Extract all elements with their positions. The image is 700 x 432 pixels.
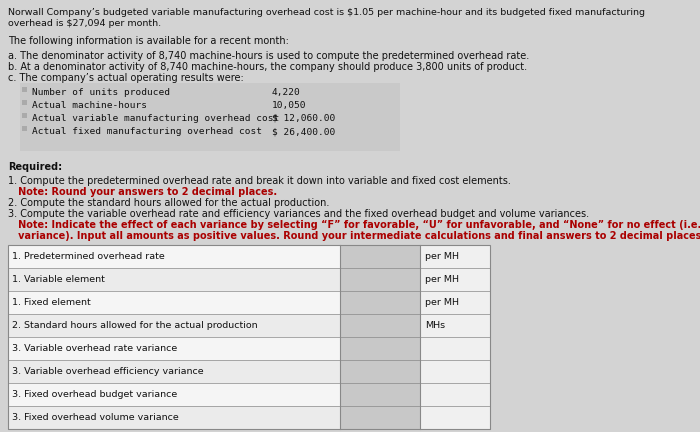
Text: Note: Round your answers to 2 decimal places.: Note: Round your answers to 2 decimal pl… (8, 187, 277, 197)
Text: Note: Indicate the effect of each variance by selecting “F” for favorable, “U” f: Note: Indicate the effect of each varian… (8, 220, 700, 230)
Bar (420, 383, 490, 406)
Bar (8, 268, 490, 291)
Bar (340, 314, 420, 337)
Bar (420, 406, 490, 429)
Bar (22, 87, 27, 92)
Text: b. At a denominator activity of 8,740 machine-hours, the company should produce : b. At a denominator activity of 8,740 ma… (8, 62, 527, 72)
Bar (8, 337, 490, 360)
Bar (420, 268, 490, 291)
Text: Required:: Required: (8, 162, 62, 172)
Bar (8, 360, 490, 383)
Text: 3. Fixed overhead volume variance: 3. Fixed overhead volume variance (12, 413, 178, 422)
Text: The following information is available for a recent month:: The following information is available f… (8, 36, 289, 46)
Text: $ 12,060.00: $ 12,060.00 (272, 114, 335, 123)
Text: 10,050: 10,050 (272, 101, 307, 110)
Bar (22, 126, 27, 131)
Bar (8, 291, 490, 314)
Bar (20, 83, 400, 151)
Bar (8, 383, 490, 406)
Text: 1. Variable element: 1. Variable element (12, 275, 105, 284)
Bar (420, 314, 490, 337)
Bar (22, 113, 27, 118)
Text: 2. Compute the standard hours allowed for the actual production.: 2. Compute the standard hours allowed fo… (8, 198, 330, 208)
Text: 2. Standard hours allowed for the actual production: 2. Standard hours allowed for the actual… (12, 321, 258, 330)
Bar (8, 245, 490, 268)
Text: $ 26,400.00: $ 26,400.00 (272, 127, 335, 136)
Bar (8, 406, 490, 429)
Bar (420, 360, 490, 383)
Bar (8, 245, 490, 429)
Text: 1. Fixed element: 1. Fixed element (12, 298, 91, 307)
Text: 3. Fixed overhead budget variance: 3. Fixed overhead budget variance (12, 390, 177, 399)
Text: 3. Compute the variable overhead rate and efficiency variances and the fixed ove: 3. Compute the variable overhead rate an… (8, 209, 589, 219)
Bar (340, 360, 420, 383)
Text: Number of units produced: Number of units produced (32, 88, 170, 97)
Text: 1. Compute the predetermined overhead rate and break it down into variable and f: 1. Compute the predetermined overhead ra… (8, 176, 511, 186)
Bar (340, 245, 420, 268)
Text: per MH: per MH (425, 275, 459, 284)
Bar (420, 245, 490, 268)
Bar (340, 406, 420, 429)
Text: variance). Input all amounts as positive values. Round your intermediate calcula: variance). Input all amounts as positive… (8, 231, 700, 241)
Bar (340, 268, 420, 291)
Text: 1. Predetermined overhead rate: 1. Predetermined overhead rate (12, 252, 164, 261)
Text: 3. Variable overhead efficiency variance: 3. Variable overhead efficiency variance (12, 367, 204, 376)
Text: overhead is $27,094 per month.: overhead is $27,094 per month. (8, 19, 161, 28)
Bar (22, 100, 27, 105)
Bar (8, 314, 490, 337)
Text: per MH: per MH (425, 252, 459, 261)
Text: Norwall Company’s budgeted variable manufacturing overhead cost is $1.05 per mac: Norwall Company’s budgeted variable manu… (8, 8, 645, 17)
Text: Actual variable manufacturing overhead cost: Actual variable manufacturing overhead c… (32, 114, 279, 123)
Bar (340, 291, 420, 314)
Text: Actual fixed manufacturing overhead cost: Actual fixed manufacturing overhead cost (32, 127, 262, 136)
Bar (420, 337, 490, 360)
Bar (340, 383, 420, 406)
Text: per MH: per MH (425, 298, 459, 307)
Text: a. The denominator activity of 8,740 machine-hours is used to compute the predet: a. The denominator activity of 8,740 mac… (8, 51, 529, 61)
Bar (340, 337, 420, 360)
Text: 3. Variable overhead rate variance: 3. Variable overhead rate variance (12, 344, 177, 353)
Text: c. The company’s actual operating results were:: c. The company’s actual operating result… (8, 73, 244, 83)
Text: 4,220: 4,220 (272, 88, 301, 97)
Bar (420, 291, 490, 314)
Text: MHs: MHs (425, 321, 445, 330)
Text: Actual machine-hours: Actual machine-hours (32, 101, 147, 110)
